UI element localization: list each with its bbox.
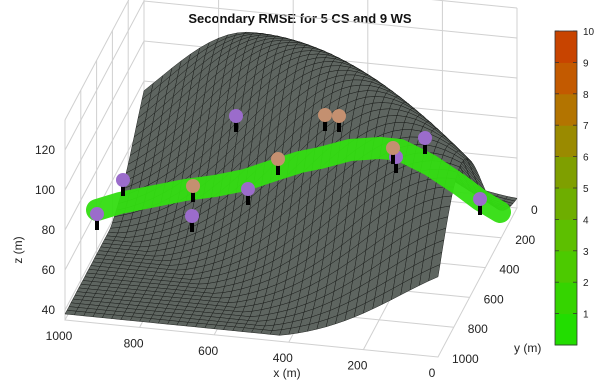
cs-station-marker (271, 152, 285, 166)
station-pole (121, 180, 125, 196)
colorbar-tick-label: 6 (583, 153, 589, 164)
colorbar-tick-label: 5 (583, 184, 589, 195)
colorbar-tick-label: 9 (583, 58, 589, 69)
y-axis-ticks: 0 200 400 600 800 1000 (452, 203, 538, 366)
colorbar-tick-label: 2 (583, 278, 589, 289)
station-pole (246, 189, 250, 205)
y-tick-label: 400 (499, 263, 519, 277)
y-tick-label: 800 (468, 322, 488, 336)
colorbar-segment (555, 62, 577, 95)
colorbar-tick-label: 10 (583, 27, 595, 38)
stations (90, 108, 487, 232)
station-pole (190, 216, 194, 232)
x-tick-label: 600 (198, 344, 218, 358)
x-tick-label: 200 (347, 359, 367, 373)
colorbar-tick-label: 8 (583, 90, 589, 101)
x-axis-ticks: 1000 800 600 400 200 0 (46, 329, 436, 380)
ws-station-marker (116, 173, 130, 187)
station-pole (323, 115, 327, 131)
colorbar-segment (555, 125, 577, 158)
ws-station-marker (473, 192, 487, 206)
z-tick-label: 40 (42, 303, 56, 317)
river-channel (86, 137, 511, 223)
colorbar-segment (555, 250, 577, 283)
cs-station-marker (386, 141, 400, 155)
y-tick-label: 1000 (452, 352, 479, 366)
station-pole (391, 148, 395, 164)
x-tick-label: 800 (124, 336, 144, 350)
station-pole (95, 214, 99, 230)
station-pole (394, 157, 398, 173)
x-tick-label: 0 (429, 366, 436, 380)
cs-station-marker (332, 109, 346, 123)
colorbar-segment (555, 93, 577, 126)
y-tick-label: 600 (484, 292, 504, 306)
x-tick-label: 400 (273, 351, 293, 365)
colorbar-segment (555, 313, 577, 346)
colorbar-segment (555, 219, 577, 252)
colorbar-tick-label: 3 (583, 247, 589, 258)
z-axis-label: z (m) (11, 236, 25, 263)
station-pole (191, 186, 195, 202)
ws-station-marker (90, 207, 104, 221)
colorbar-segment (555, 188, 577, 220)
station-pole (276, 159, 280, 175)
ws-station-marker (241, 182, 255, 196)
y-tick-label: 0 (531, 203, 538, 217)
station-pole (423, 138, 427, 154)
cs-station-marker (186, 179, 200, 193)
colorbar-tick-label: 4 (583, 215, 589, 226)
ws-station-marker (185, 209, 199, 223)
ws-station-marker (418, 131, 432, 145)
z-tick-label: 120 (35, 143, 55, 157)
cs-station-marker (318, 108, 332, 122)
y-tick-label: 200 (515, 233, 535, 247)
colorbar: 1 2 3 4 5 6 7 8 9 10 (554, 27, 595, 346)
z-axis-ticks: 120 100 80 60 40 (35, 143, 55, 317)
y-axis-label: y (m) (514, 341, 541, 355)
z-tick-label: 100 (35, 183, 55, 197)
colorbar-segment (555, 31, 577, 63)
station-pole (337, 116, 341, 132)
station-pole (234, 116, 238, 132)
z-tick-label: 60 (42, 263, 56, 277)
river-band (86, 137, 511, 223)
z-tick-label: 80 (42, 223, 56, 237)
x-axis-label: x (m) (273, 366, 300, 380)
ws-station-marker (229, 109, 243, 123)
colorbar-segment (555, 156, 577, 189)
colorbar-tick-label: 7 (583, 121, 589, 132)
colorbar-segment (555, 282, 577, 315)
x-tick-label: 1000 (46, 329, 73, 343)
colorbar-tick-label: 1 (583, 310, 589, 321)
station-pole (478, 199, 482, 215)
